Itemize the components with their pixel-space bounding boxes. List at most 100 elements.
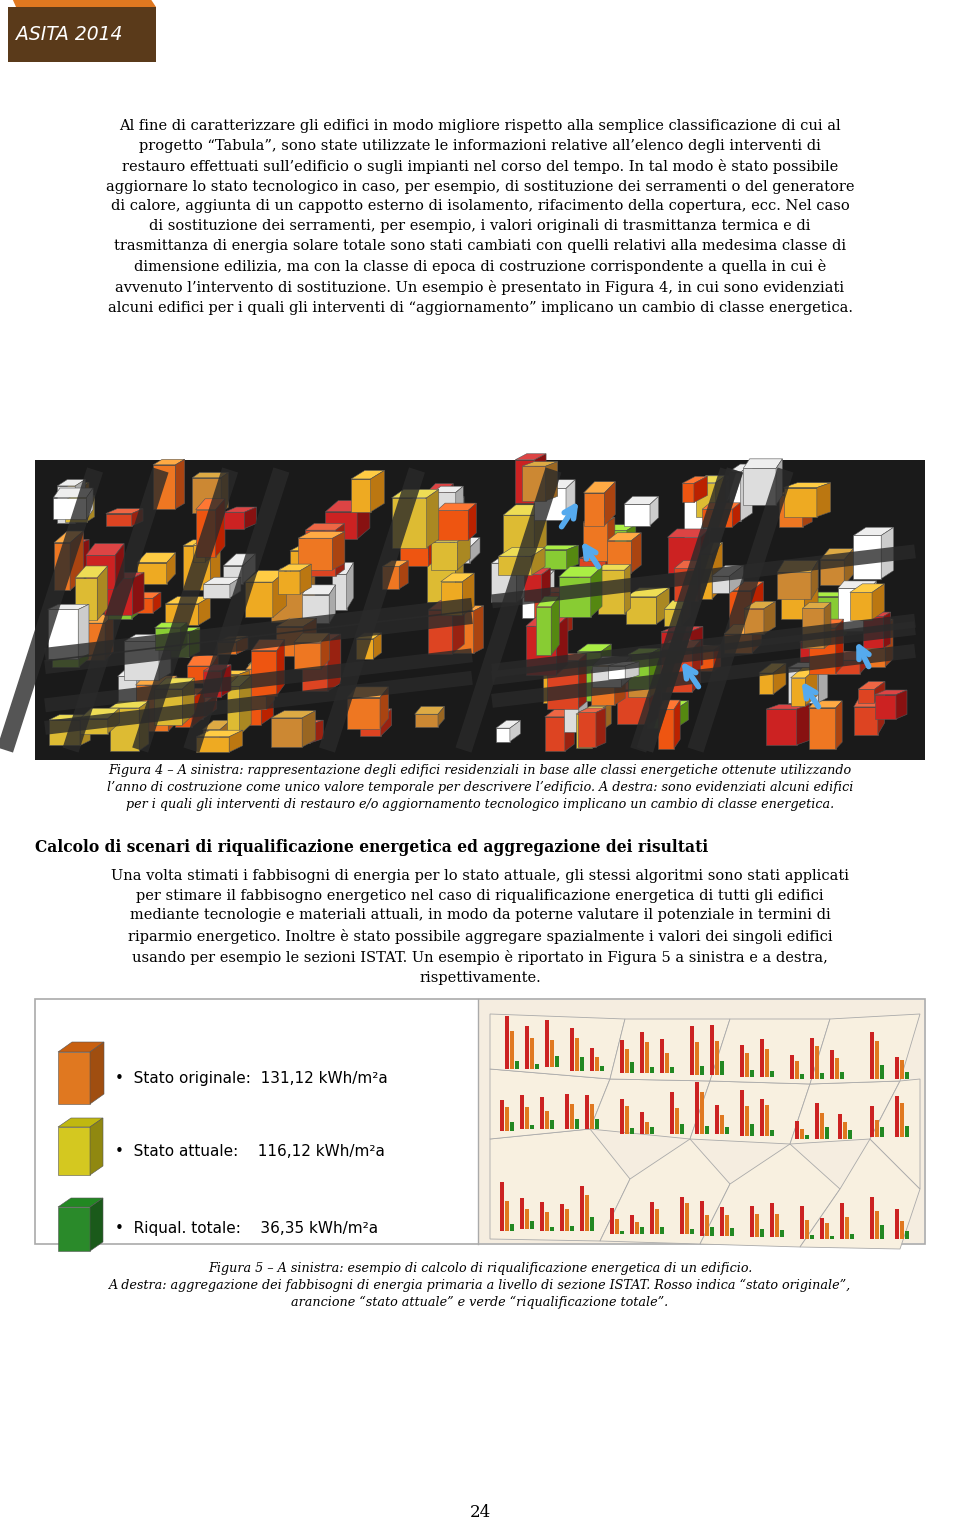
Text: 24: 24: [469, 1504, 491, 1521]
Polygon shape: [503, 516, 534, 556]
Polygon shape: [351, 479, 371, 512]
Polygon shape: [167, 553, 176, 583]
Polygon shape: [647, 700, 688, 709]
Polygon shape: [236, 636, 248, 654]
Polygon shape: [858, 689, 875, 703]
Polygon shape: [159, 634, 171, 680]
Polygon shape: [348, 697, 380, 728]
Polygon shape: [53, 620, 88, 629]
Polygon shape: [117, 676, 136, 708]
Polygon shape: [155, 689, 182, 725]
Polygon shape: [605, 482, 615, 526]
Bar: [705, 1216, 709, 1236]
Bar: [540, 1097, 544, 1130]
Polygon shape: [165, 603, 199, 625]
Bar: [795, 1060, 799, 1079]
Bar: [520, 1094, 524, 1130]
Polygon shape: [443, 606, 484, 611]
Polygon shape: [614, 663, 625, 705]
Polygon shape: [468, 503, 476, 540]
Bar: [830, 1050, 834, 1079]
Bar: [720, 1207, 724, 1236]
Polygon shape: [197, 729, 243, 737]
Bar: [875, 1119, 879, 1137]
Bar: [565, 1208, 569, 1231]
Bar: [505, 1200, 509, 1231]
Polygon shape: [290, 551, 302, 582]
Polygon shape: [600, 1139, 730, 1244]
Polygon shape: [58, 1042, 104, 1053]
Polygon shape: [455, 548, 464, 602]
Bar: [800, 1207, 804, 1239]
Bar: [35, 460, 482, 760]
Polygon shape: [783, 488, 817, 517]
Bar: [805, 1220, 809, 1239]
Polygon shape: [105, 579, 132, 616]
Polygon shape: [682, 483, 694, 502]
Polygon shape: [579, 654, 587, 708]
Polygon shape: [153, 459, 184, 465]
Polygon shape: [779, 494, 803, 526]
Bar: [715, 1105, 719, 1134]
Polygon shape: [535, 454, 546, 503]
Polygon shape: [597, 565, 631, 569]
Polygon shape: [428, 600, 465, 609]
Polygon shape: [566, 480, 575, 520]
Bar: [600, 1067, 604, 1071]
Bar: [720, 1116, 724, 1134]
Polygon shape: [690, 626, 703, 669]
Bar: [545, 1020, 549, 1067]
Polygon shape: [580, 559, 606, 583]
Polygon shape: [828, 651, 868, 660]
Polygon shape: [75, 577, 97, 620]
Polygon shape: [596, 708, 606, 746]
Polygon shape: [48, 605, 89, 609]
Bar: [670, 1067, 674, 1073]
Polygon shape: [97, 566, 108, 620]
Polygon shape: [657, 588, 669, 623]
Polygon shape: [224, 566, 243, 583]
Polygon shape: [547, 571, 554, 619]
Polygon shape: [773, 663, 786, 694]
Polygon shape: [604, 702, 612, 729]
Bar: [880, 1127, 884, 1137]
Polygon shape: [598, 525, 636, 531]
Polygon shape: [248, 665, 267, 679]
Polygon shape: [427, 557, 455, 602]
Polygon shape: [522, 462, 558, 466]
Bar: [770, 1071, 774, 1077]
Polygon shape: [139, 702, 149, 751]
Bar: [500, 1100, 504, 1131]
Bar: [760, 1099, 764, 1136]
Bar: [795, 1120, 799, 1139]
Bar: [555, 1056, 559, 1067]
Polygon shape: [124, 634, 171, 642]
Polygon shape: [431, 531, 470, 542]
Polygon shape: [650, 496, 659, 526]
Polygon shape: [490, 1070, 610, 1139]
Polygon shape: [294, 643, 321, 669]
Bar: [870, 1197, 874, 1239]
Polygon shape: [203, 720, 230, 729]
Polygon shape: [870, 1079, 920, 1190]
Polygon shape: [203, 729, 220, 751]
Polygon shape: [698, 560, 707, 602]
Polygon shape: [588, 708, 604, 729]
Polygon shape: [222, 665, 231, 697]
Polygon shape: [820, 560, 844, 585]
Polygon shape: [758, 663, 786, 673]
Polygon shape: [135, 685, 168, 731]
Polygon shape: [243, 554, 255, 583]
Polygon shape: [534, 588, 572, 593]
Polygon shape: [649, 648, 660, 689]
Bar: [640, 1113, 644, 1134]
Polygon shape: [155, 679, 194, 689]
Polygon shape: [49, 714, 90, 720]
Polygon shape: [492, 554, 529, 563]
Polygon shape: [332, 562, 353, 574]
Polygon shape: [294, 633, 329, 643]
Polygon shape: [79, 620, 88, 666]
Polygon shape: [347, 562, 353, 609]
Bar: [680, 1123, 684, 1134]
Polygon shape: [325, 512, 357, 539]
